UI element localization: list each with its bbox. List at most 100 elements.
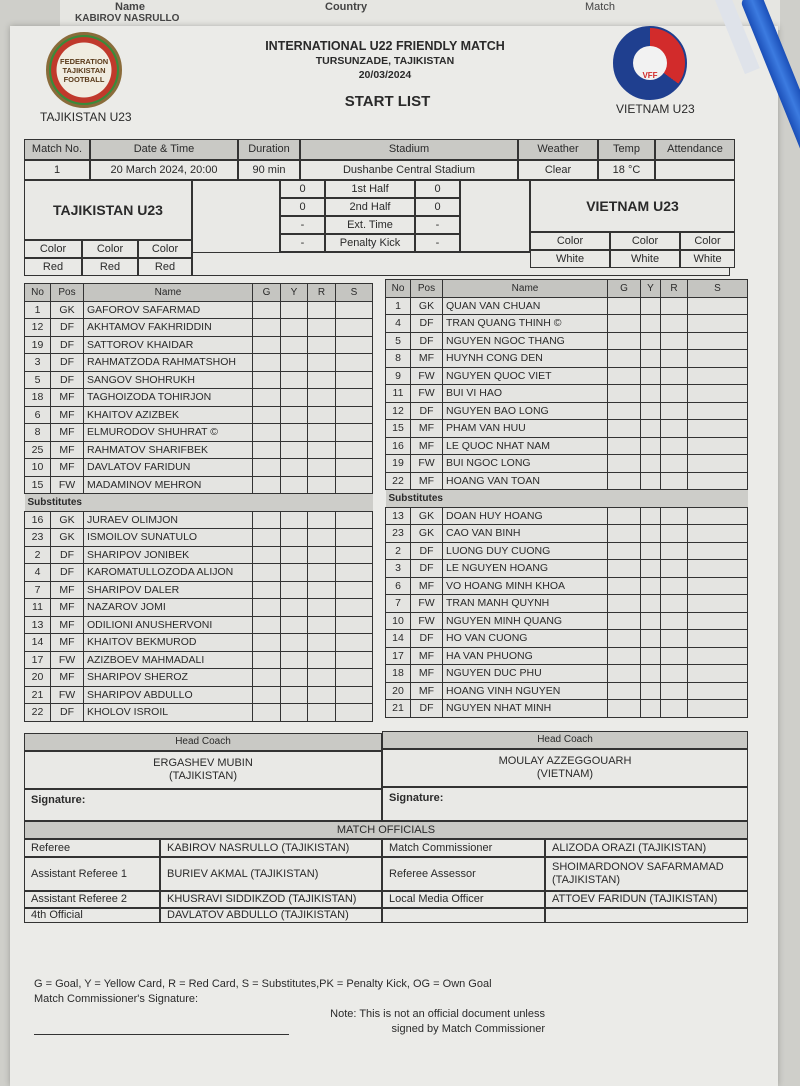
player-row: 12 DF NGUYEN BAO LONG	[385, 401, 748, 420]
stat-cell-g	[607, 471, 641, 490]
player-number: 15	[24, 475, 51, 494]
player-number: 18	[24, 388, 51, 407]
stat-cell-g	[252, 318, 281, 337]
stat-cell-g	[607, 629, 641, 648]
player-number: 12	[24, 318, 51, 337]
player-number: 22	[24, 703, 51, 722]
stat-cell-s	[335, 388, 373, 407]
stat-cell-s	[687, 611, 748, 630]
stat-cell-r	[307, 510, 336, 529]
signature-line	[34, 1034, 289, 1035]
player-row: 7 MF SHARIPOV DALER	[24, 580, 373, 599]
player-name: PHAM VAN HUU	[442, 419, 608, 438]
player-position: MF	[50, 615, 84, 634]
column-header-pos: Pos	[50, 283, 84, 302]
stat-cell-r	[660, 331, 688, 350]
home-color-label: Color	[138, 240, 192, 258]
stat-cell-s	[687, 471, 748, 490]
stat-cell-s	[335, 510, 373, 529]
player-name: SATTOROV KHAIDAR	[83, 335, 253, 354]
stat-cell-y	[280, 668, 308, 687]
player-name: ODILIONI ANUSHERVONI	[83, 615, 253, 634]
player-position: MF	[50, 388, 84, 407]
stat-cell-g	[252, 545, 281, 564]
stat-cell-s	[335, 458, 373, 477]
stat-cell-g	[607, 366, 641, 385]
stat-cell-s	[335, 563, 373, 582]
stadium-header: Stadium	[300, 139, 518, 160]
stat-cell-y	[280, 475, 308, 494]
stat-cell-s	[335, 545, 373, 564]
away-color-value: White	[530, 250, 610, 268]
score-label-2: Ext. Time	[325, 216, 415, 234]
player-name: NGUYEN QUOC VIET	[442, 366, 608, 385]
player-number: 3	[24, 353, 51, 372]
stat-cell-g	[607, 611, 641, 630]
tajikistan-federation-logo: FEDERATION TAJIKISTAN FOOTBALL	[46, 32, 122, 108]
player-name: ISMOILOV SUNATULO	[83, 528, 253, 547]
column-header-no: No	[385, 279, 411, 298]
stat-cell-y	[280, 545, 308, 564]
stat-cell-g	[607, 349, 641, 368]
stat-cell-s	[687, 524, 748, 543]
stat-cell-r	[307, 440, 336, 459]
background-sheet: Name Country KABIROV NASRULLO Match	[60, 0, 780, 30]
commissioner-signature-label: Match Commissioner's Signature:	[34, 993, 199, 1005]
column-header-name: Name	[83, 283, 253, 302]
player-row: 16 MF LE QUOC NHAT NAM	[385, 436, 748, 455]
official-role: 4th Official	[24, 908, 160, 923]
player-name: HO VAN CUONG	[442, 629, 608, 648]
official-role-2	[382, 908, 545, 923]
stat-cell-r	[660, 366, 688, 385]
stat-cell-g	[607, 541, 641, 560]
stat-cell-s	[335, 370, 373, 389]
home-score-1: 0	[280, 198, 325, 216]
stat-cell-y	[640, 314, 661, 333]
stat-cell-g	[252, 388, 281, 407]
away-coach-country: (VIETNAM)	[536, 768, 594, 780]
stat-cell-s	[687, 594, 748, 613]
player-name: GAFOROV SAFARMAD	[83, 300, 253, 319]
stat-cell-r	[307, 405, 336, 424]
player-row: 8 MF ELMURODOV SHUHRAT ©	[24, 423, 373, 442]
player-position: FW	[50, 685, 84, 704]
match-title: INTERNATIONAL U22 FRIENDLY MATCH	[265, 39, 505, 53]
stat-cell-s	[687, 331, 748, 350]
home-coach-name: ERGASHEV MUBIN	[153, 757, 253, 770]
player-number: 5	[385, 331, 411, 350]
stat-cell-r	[307, 650, 336, 669]
stat-cell-y	[640, 646, 661, 665]
player-number: 20	[385, 681, 411, 700]
player-name: JURAEV OLIMJON	[83, 510, 253, 529]
player-position: DF	[410, 541, 443, 560]
stat-cell-g	[607, 331, 641, 350]
player-position: GK	[50, 300, 84, 319]
stat-cell-y	[280, 318, 308, 337]
stat-cell-r	[660, 541, 688, 560]
home-color-label: Color	[82, 240, 138, 258]
stat-cell-r	[660, 681, 688, 700]
player-number: 21	[24, 685, 51, 704]
attendance-value	[655, 160, 735, 180]
player-position: MF	[50, 633, 84, 652]
player-name: TAGHOIZODA TOHIRJON	[83, 388, 253, 407]
stat-cell-y	[640, 611, 661, 630]
stat-cell-g	[252, 370, 281, 389]
stat-cell-y	[640, 541, 661, 560]
player-position: FW	[410, 384, 443, 403]
player-name: KHOLOV ISROIL	[83, 703, 253, 722]
player-name: AZIZBOEV MAHMADALI	[83, 650, 253, 669]
player-number: 4	[24, 563, 51, 582]
stat-cell-r	[660, 506, 688, 525]
stat-cell-y	[640, 331, 661, 350]
player-name: VO HOANG MINH KHOA	[442, 576, 608, 595]
stat-cell-g	[607, 681, 641, 700]
stat-cell-g	[607, 401, 641, 420]
stat-cell-y	[640, 559, 661, 578]
stat-cell-r	[660, 664, 688, 683]
stat-cell-r	[660, 419, 688, 438]
away-score-3: -	[415, 234, 460, 252]
substitutes-label: Substitutes	[24, 493, 373, 512]
player-row: 14 DF HO VAN CUONG	[385, 629, 748, 648]
stat-cell-r	[307, 458, 336, 477]
